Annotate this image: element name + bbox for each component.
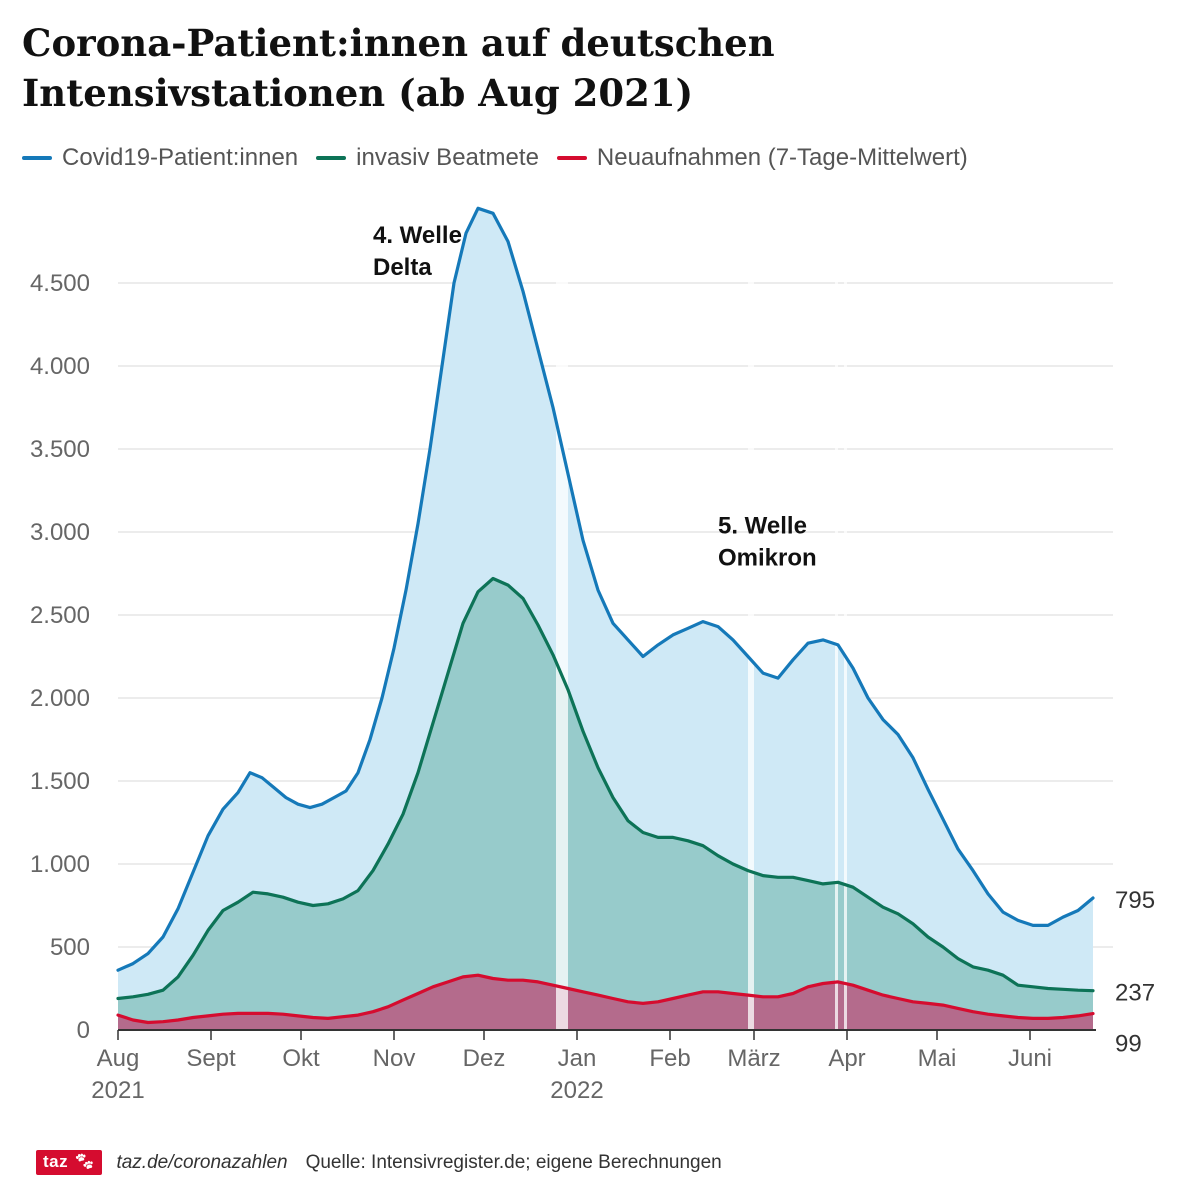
footer-url: taz.de/coronazahlen (116, 1151, 288, 1173)
legend-label-patients: Covid19-Patient:innen (62, 144, 299, 171)
line-ventilated (116, 576, 1095, 1001)
y-tick-label: 3.000 (30, 519, 90, 546)
legend-item-admissions: Neuaufnahmen (7-Tage-Mittelwert) (556, 144, 968, 172)
x-tick-label: Jan (558, 1045, 597, 1072)
x-tick-label: Mai (918, 1045, 957, 1072)
annotation-2-line: Omikron (718, 545, 817, 572)
y-tick-label: 4.500 (30, 270, 90, 297)
chart-area: 0 500 1.000 1.500 2.000 2.500 3.000 3.500 4.000 4… (29, 200, 1156, 1104)
data-gap (835, 200, 838, 1030)
legend-label-admissions: Neuaufnahmen (7-Tage-Mittelwert) (596, 144, 968, 171)
legend-item-patients: Covid19-Patient:innen (22, 144, 298, 172)
end-label-ventilated: 237 (1115, 980, 1155, 1007)
data-gap (844, 200, 847, 1030)
y-tick-label: 500 (50, 934, 90, 961)
annotation-1-line: 4. Welle (373, 222, 462, 249)
x-tick-label: Apr (828, 1045, 865, 1072)
chart-title-line-1: Corona-Patient:innen auf deutschen (22, 21, 775, 65)
data-gap (748, 200, 754, 1030)
footer-source: Quelle: Intensivregister.de; eigene Bere… (305, 1151, 722, 1173)
data-gap (556, 200, 568, 1030)
x-tick-label: Nov (373, 1045, 416, 1072)
end-label-patients: 795 (1115, 887, 1155, 914)
chart-title: Corona-Patient:innen auf deutschen Inten… (22, 18, 1172, 118)
x-tick-label: Feb (649, 1045, 690, 1072)
annotation-1-line: Delta (373, 254, 432, 281)
line-patients (116, 206, 1095, 972)
x-tick-label: Dez (463, 1045, 506, 1072)
area-admissions (118, 975, 1093, 1030)
y-tick-label: 2.500 (30, 602, 90, 629)
x-tick-label: Juni (1008, 1045, 1052, 1072)
y-tick-label: 1.000 (30, 851, 90, 878)
legend-swatch-ventilated (316, 156, 347, 160)
x-tick-label: März (727, 1045, 780, 1072)
y-tick-label: 0 (77, 1017, 90, 1044)
legend-swatch-patients (22, 156, 52, 160)
y-tick-label: 1.500 (30, 768, 90, 795)
paw-icon: 🐾︎ (73, 1152, 96, 1171)
legend-item-ventilated: invasiv Beatmete (316, 144, 539, 172)
legend: Covid19-Patient:innen invasiv Beatmete N… (22, 144, 968, 172)
area-ventilated (118, 578, 1093, 1030)
x-tick-sublabel: 2021 (91, 1077, 144, 1104)
annotation-2-line: 5. Welle (718, 513, 807, 540)
y-tick-label: 3.500 (30, 436, 90, 463)
taz-logo: taz 🐾︎ (36, 1150, 103, 1175)
area-patients (118, 208, 1093, 1031)
footer: taz 🐾︎ taz.de/coronazahlen Quelle: Inten… (36, 1150, 722, 1175)
x-tick-label: Sept (186, 1045, 236, 1072)
taz-logo-text: taz (43, 1152, 69, 1171)
line-admissions (116, 973, 1095, 1025)
x-tick-label: Aug (97, 1045, 140, 1072)
x-tick-sublabel: 2022 (550, 1077, 603, 1104)
y-tick-label: 2.000 (30, 685, 90, 712)
x-tick-label: Okt (282, 1045, 320, 1072)
legend-label-ventilated: invasiv Beatmete (356, 144, 539, 171)
chart-title-line-2: Intensivstationen (ab Aug 2021) (22, 71, 694, 115)
end-label-admissions: 99 (1115, 1031, 1142, 1058)
y-tick-label: 4.000 (30, 353, 90, 380)
legend-swatch-admissions (556, 156, 587, 160)
